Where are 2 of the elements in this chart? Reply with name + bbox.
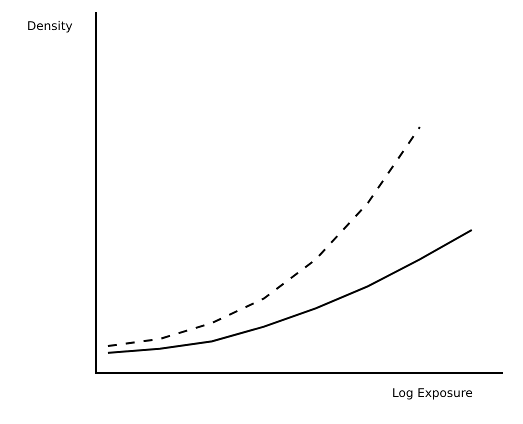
x-axis-title: Log Exposure (392, 386, 473, 400)
text: Density (27, 19, 73, 33)
